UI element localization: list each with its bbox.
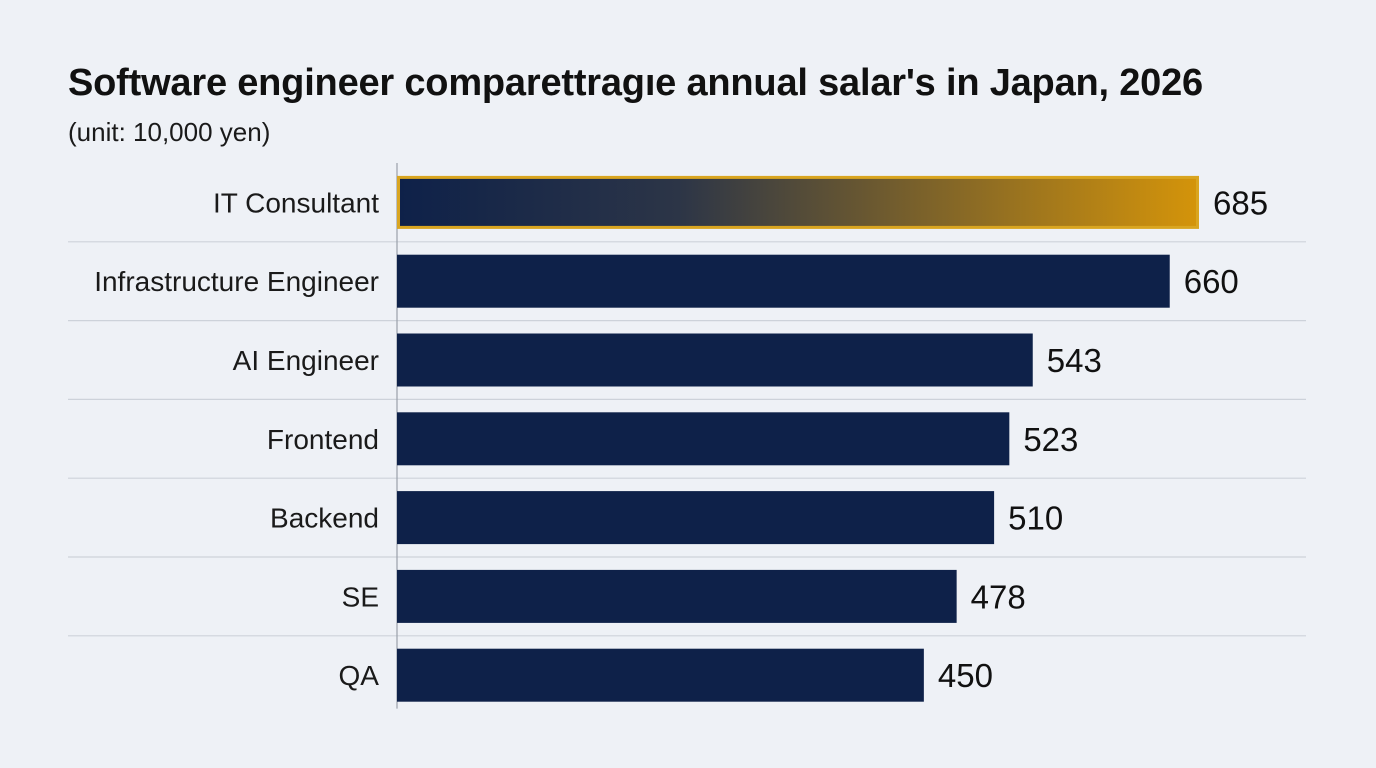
bar: [397, 333, 1033, 387]
data-label: 660: [1184, 263, 1239, 300]
chart-title: Software engineer comparettragıe annual …: [68, 62, 1203, 104]
data-label: 685: [1213, 184, 1268, 221]
bar: [397, 412, 1010, 466]
category-label: IT Consultant: [213, 187, 379, 218]
data-label: 478: [971, 578, 1026, 615]
bar: [397, 648, 924, 702]
category-label: Infrastructure Engineer: [94, 266, 379, 297]
data-label: 510: [1008, 500, 1063, 537]
bar: [397, 254, 1170, 308]
data-label: 523: [1023, 421, 1078, 458]
bar: [397, 175, 1199, 229]
category-label: QA: [339, 660, 380, 691]
category-label: Backend: [270, 503, 379, 534]
data-label: 450: [938, 657, 993, 694]
category-label: AI Engineer: [233, 345, 379, 376]
bar: [397, 491, 995, 545]
category-label: SE: [342, 581, 379, 612]
data-label: 543: [1047, 342, 1102, 379]
category-label: Frontend: [267, 424, 379, 455]
chart-subtitle: (unit: 10,000 yen): [68, 117, 271, 147]
bar: [397, 569, 957, 623]
